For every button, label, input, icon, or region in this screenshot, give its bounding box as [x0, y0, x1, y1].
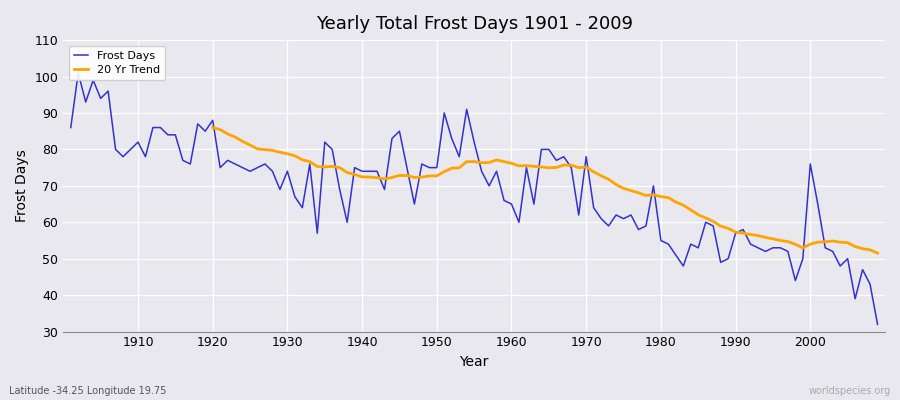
- Text: Latitude -34.25 Longitude 19.75: Latitude -34.25 Longitude 19.75: [9, 386, 166, 396]
- Title: Yearly Total Frost Days 1901 - 2009: Yearly Total Frost Days 1901 - 2009: [316, 15, 633, 33]
- Frost Days: [297, 205, 308, 210]
- 20 Yr Trend: [760, 235, 771, 240]
- Frost Days: [872, 322, 883, 327]
- 20 Yr Trend: [670, 200, 681, 204]
- Y-axis label: Frost Days: Frost Days: [15, 150, 29, 222]
- 20 Yr Trend: [872, 251, 883, 256]
- X-axis label: Year: Year: [460, 355, 489, 369]
- Frost Days: [342, 220, 353, 225]
- Legend: Frost Days, 20 Yr Trend: Frost Days, 20 Yr Trend: [68, 46, 166, 80]
- Text: worldspecies.org: worldspecies.org: [809, 386, 891, 396]
- Frost Days: [132, 140, 143, 144]
- Frost Days: [66, 125, 77, 130]
- Frost Days: [603, 224, 614, 228]
- 20 Yr Trend: [775, 238, 786, 243]
- Frost Days: [73, 70, 84, 75]
- 20 Yr Trend: [409, 175, 419, 180]
- Frost Days: [514, 220, 525, 225]
- Line: Frost Days: Frost Days: [71, 73, 878, 324]
- 20 Yr Trend: [842, 240, 853, 245]
- 20 Yr Trend: [297, 157, 308, 162]
- 20 Yr Trend: [207, 125, 218, 130]
- Line: 20 Yr Trend: 20 Yr Trend: [212, 128, 878, 253]
- Frost Days: [506, 202, 517, 206]
